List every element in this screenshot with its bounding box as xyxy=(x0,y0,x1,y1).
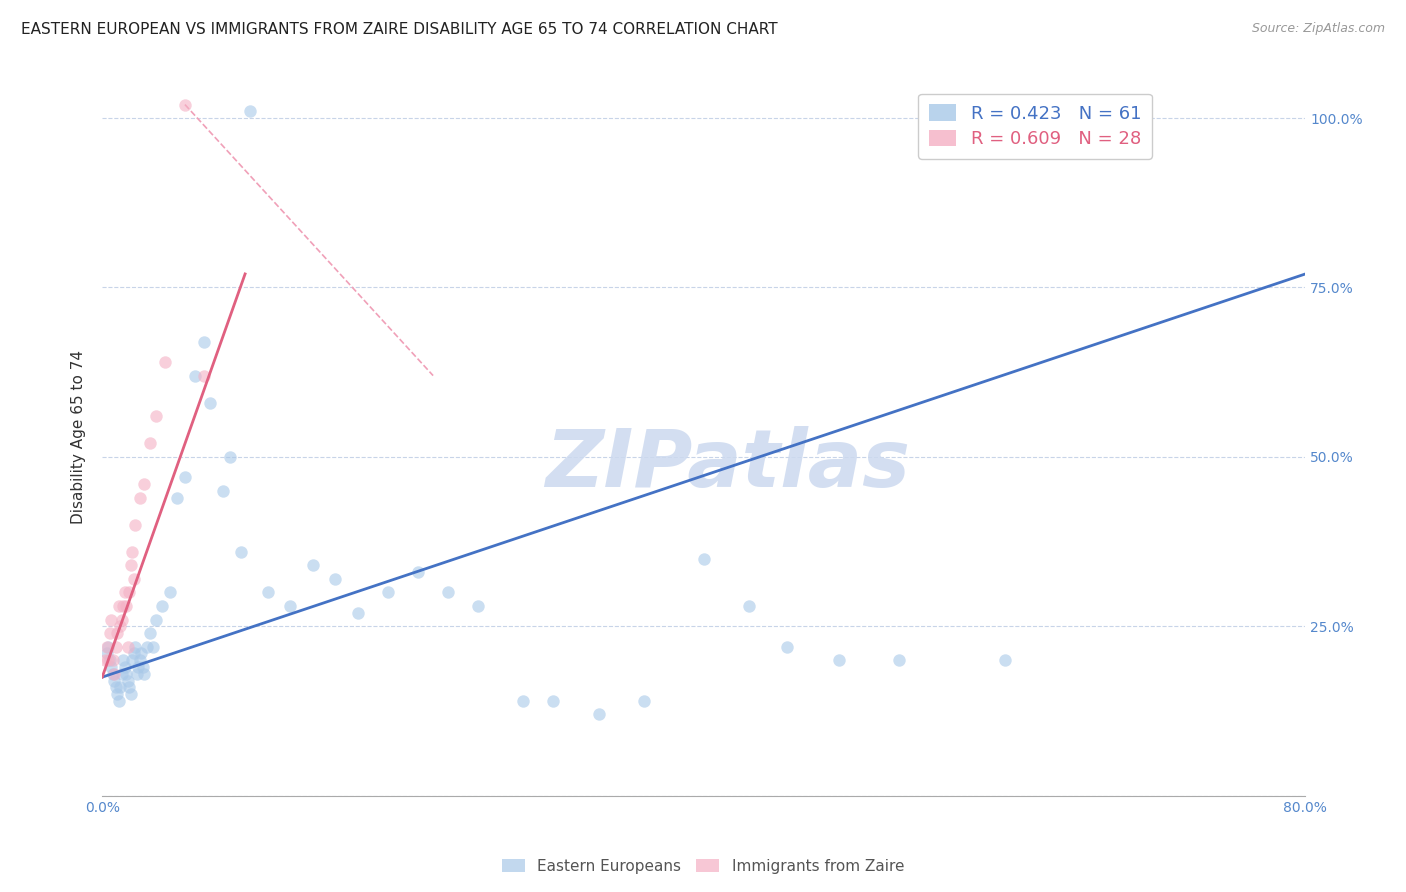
Point xyxy=(121,545,143,559)
Point xyxy=(693,551,716,566)
Point xyxy=(94,653,117,667)
Point xyxy=(136,640,159,654)
Point xyxy=(256,585,278,599)
Point xyxy=(118,585,141,599)
Point xyxy=(323,572,346,586)
Point xyxy=(145,409,167,424)
Point xyxy=(107,694,129,708)
Point xyxy=(134,666,156,681)
Point xyxy=(117,640,139,654)
Point xyxy=(166,491,188,505)
Point xyxy=(100,613,122,627)
Point xyxy=(467,599,489,613)
Point xyxy=(120,687,142,701)
Point xyxy=(512,694,534,708)
Point xyxy=(105,626,128,640)
Point xyxy=(588,707,610,722)
Point xyxy=(1053,97,1076,112)
Point xyxy=(193,334,215,349)
Point xyxy=(104,640,127,654)
Point xyxy=(98,653,121,667)
Point xyxy=(193,368,215,383)
Point xyxy=(97,653,120,667)
Point xyxy=(121,653,143,667)
Point xyxy=(132,660,155,674)
Point xyxy=(114,585,136,599)
Point xyxy=(124,640,146,654)
Point xyxy=(96,640,118,654)
Point xyxy=(775,640,797,654)
Point xyxy=(219,450,242,464)
Point xyxy=(111,666,134,681)
Point xyxy=(406,565,429,579)
Point xyxy=(145,613,167,627)
Point xyxy=(229,545,252,559)
Point xyxy=(122,572,145,586)
Point xyxy=(134,477,156,491)
Point xyxy=(211,483,233,498)
Point xyxy=(150,599,173,613)
Point xyxy=(117,673,139,688)
Point xyxy=(128,491,150,505)
Point xyxy=(159,585,181,599)
Point xyxy=(101,666,124,681)
Point xyxy=(301,558,323,573)
Point xyxy=(155,355,177,369)
Text: EASTERN EUROPEAN VS IMMIGRANTS FROM ZAIRE DISABILITY AGE 65 TO 74 CORRELATION CH: EASTERN EUROPEAN VS IMMIGRANTS FROM ZAIR… xyxy=(21,22,778,37)
Point xyxy=(110,619,132,633)
Point xyxy=(120,558,142,573)
Point xyxy=(103,673,125,688)
Point xyxy=(174,470,197,484)
Point xyxy=(994,653,1017,667)
Point xyxy=(112,599,135,613)
Text: ZIPatlas: ZIPatlas xyxy=(546,426,910,504)
Point xyxy=(738,599,761,613)
Point xyxy=(115,666,138,681)
Point xyxy=(111,613,134,627)
Point xyxy=(278,599,301,613)
Point xyxy=(103,666,125,681)
Point xyxy=(377,585,399,599)
Point xyxy=(437,585,460,599)
Legend: R = 0.423   N = 61, R = 0.609   N = 28: R = 0.423 N = 61, R = 0.609 N = 28 xyxy=(918,94,1152,159)
Point xyxy=(131,647,153,661)
Y-axis label: Disability Age 65 to 74: Disability Age 65 to 74 xyxy=(72,350,86,524)
Point xyxy=(115,599,138,613)
Point xyxy=(174,97,197,112)
Point xyxy=(633,694,655,708)
Point xyxy=(889,653,911,667)
Point xyxy=(543,694,565,708)
Point xyxy=(122,647,145,661)
Point xyxy=(142,640,165,654)
Point xyxy=(104,680,127,694)
Point xyxy=(100,660,122,674)
Point xyxy=(107,599,129,613)
Point xyxy=(101,653,124,667)
Point xyxy=(110,680,132,694)
Text: Source: ZipAtlas.com: Source: ZipAtlas.com xyxy=(1251,22,1385,36)
Point xyxy=(125,666,148,681)
Point xyxy=(184,368,207,383)
Point xyxy=(96,647,118,661)
Point xyxy=(127,660,149,674)
Point xyxy=(139,626,162,640)
Point xyxy=(347,606,370,620)
Point xyxy=(112,653,135,667)
Point xyxy=(124,517,146,532)
Point xyxy=(128,653,150,667)
Point xyxy=(139,436,162,450)
Point xyxy=(105,687,128,701)
Point xyxy=(114,660,136,674)
Point xyxy=(239,104,262,119)
Legend: Eastern Europeans, Immigrants from Zaire: Eastern Europeans, Immigrants from Zaire xyxy=(496,853,910,880)
Point xyxy=(98,626,121,640)
Point xyxy=(828,653,851,667)
Point xyxy=(97,640,120,654)
Point xyxy=(118,680,141,694)
Point xyxy=(200,395,222,409)
